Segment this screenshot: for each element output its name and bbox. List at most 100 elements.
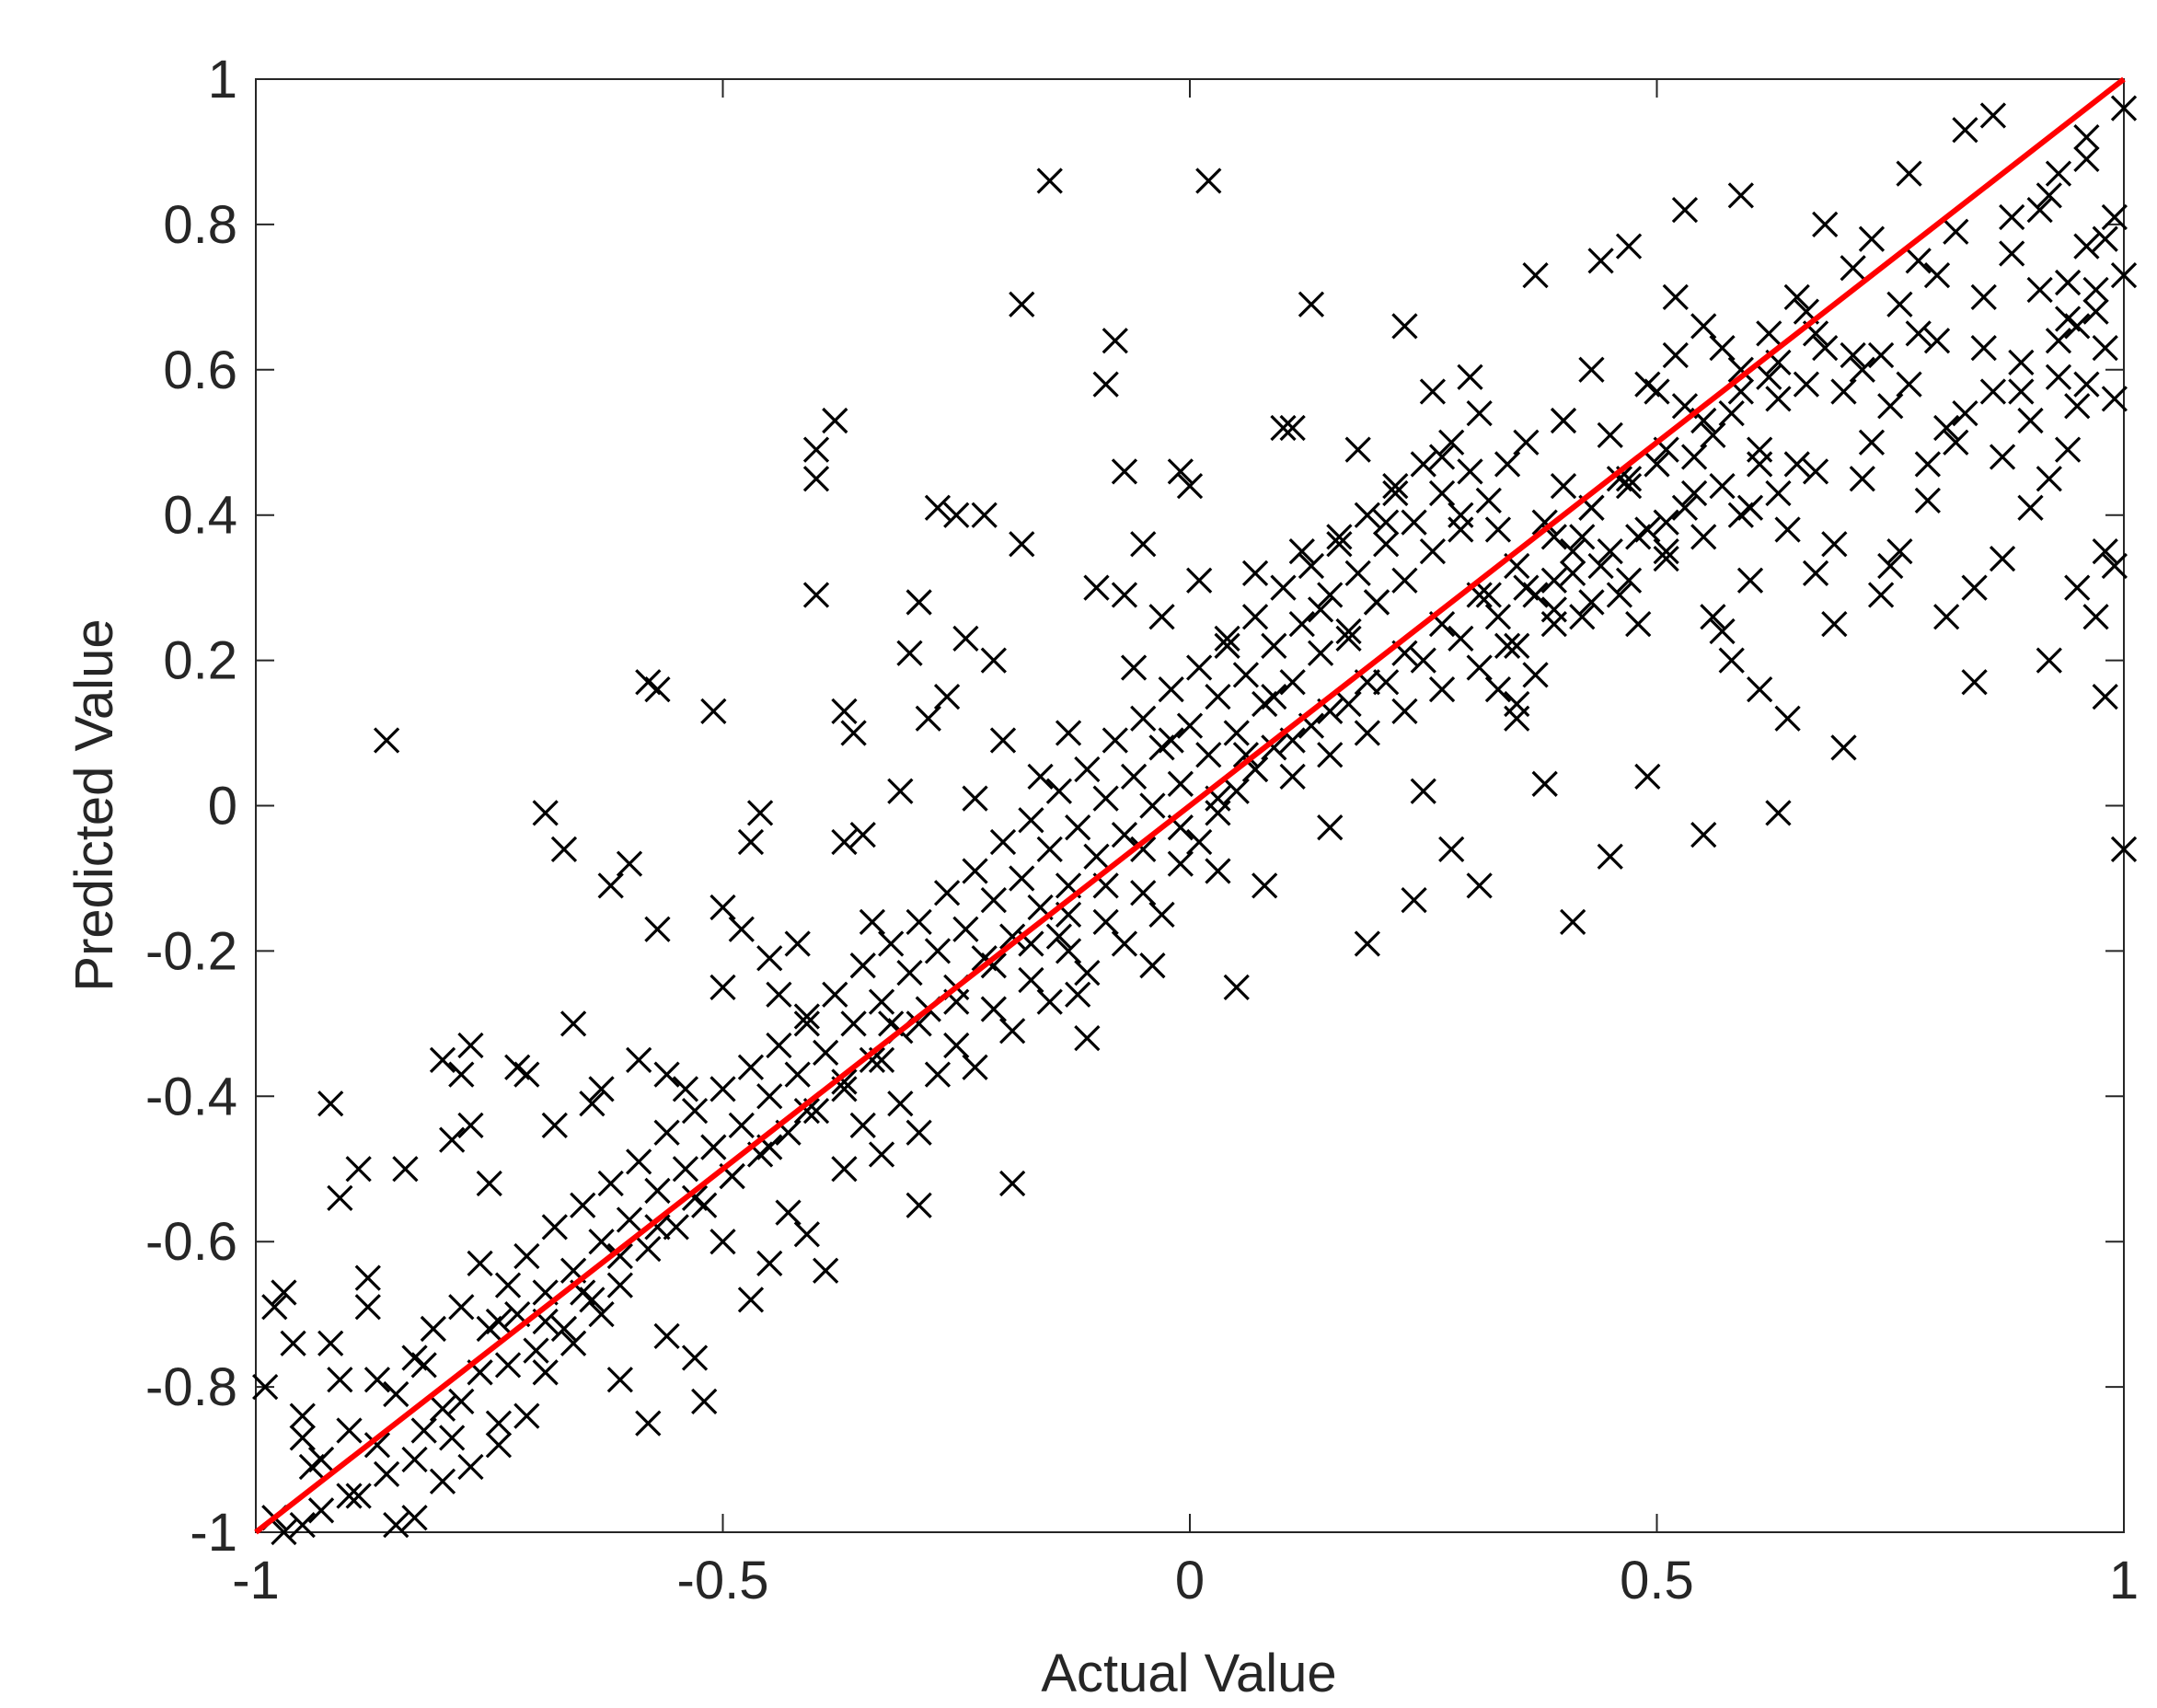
data-point (2073, 371, 2100, 398)
data-point (1867, 341, 1895, 369)
data-point (420, 1315, 446, 1343)
data-point (1252, 872, 1278, 899)
data-point (271, 1518, 297, 1546)
data-point (793, 1010, 820, 1037)
data-point (1391, 567, 1418, 594)
data-point (989, 727, 1017, 754)
data-point (1597, 538, 1623, 565)
data-point (896, 959, 923, 987)
data-point (1335, 625, 1362, 652)
data-point (1148, 734, 1175, 761)
data-point (980, 647, 1007, 674)
data-point (1120, 763, 1148, 791)
data-point (1130, 705, 1157, 732)
data-point (1606, 582, 1633, 608)
data-point (1522, 262, 1549, 289)
data-point (2082, 604, 2109, 630)
data-point (541, 1214, 568, 1241)
data-point (1812, 211, 1839, 238)
data-point (905, 589, 932, 616)
data-point (317, 1330, 344, 1356)
data-point (924, 494, 952, 521)
data-point (1065, 814, 1091, 841)
data-point (1167, 458, 1194, 485)
data-point (1690, 821, 1717, 848)
y-axis-label: Predicted Value (64, 618, 124, 991)
data-point (1410, 451, 1436, 478)
data-point (635, 1235, 662, 1263)
data-point (709, 894, 736, 921)
data-point (597, 872, 624, 899)
data-point (1812, 334, 1839, 362)
data-point (1363, 589, 1390, 616)
data-point (2008, 378, 2035, 405)
data-point (709, 974, 736, 1001)
data-point (2045, 328, 2072, 354)
data-point (252, 1373, 279, 1401)
data-point (606, 1367, 633, 1393)
data-point (1307, 596, 1334, 623)
y-tick-label: -0.2 (145, 921, 237, 981)
data-point (1382, 479, 1409, 507)
data-point (1036, 167, 1063, 194)
data-point (494, 1272, 522, 1298)
data-point (280, 1330, 306, 1356)
x-axis-label: Actual Value (1041, 1644, 1336, 1703)
data-point (1970, 283, 1997, 310)
data-point (1587, 552, 1614, 580)
data-point (1195, 167, 1222, 194)
data-point (1578, 356, 1605, 383)
data-point (962, 785, 988, 812)
data-point (2082, 276, 2109, 304)
data-point (1662, 341, 1689, 369)
data-point (1241, 560, 1269, 586)
data-point (905, 1119, 932, 1146)
data-point (1018, 966, 1044, 994)
data-point (887, 778, 914, 804)
data-point (1288, 610, 1315, 638)
data-point (1186, 654, 1213, 681)
data-point (2101, 552, 2128, 580)
data-point (980, 952, 1007, 979)
data-point (1718, 647, 1745, 674)
data-point (336, 1417, 363, 1444)
data-point (2064, 393, 2091, 420)
data-point (1111, 930, 1138, 957)
data-point (1428, 479, 1456, 507)
data-point (933, 683, 961, 710)
data-point (307, 1446, 335, 1473)
data-point (588, 1229, 615, 1255)
data-point (2110, 95, 2138, 121)
data-point (439, 1126, 466, 1153)
reference-line (254, 76, 2126, 1535)
data-point (1344, 436, 1371, 463)
data-point (756, 945, 783, 972)
data-point (1009, 531, 1035, 558)
data-point (1849, 356, 1875, 383)
data-point (2101, 203, 2128, 231)
data-point (541, 1112, 568, 1139)
data-point (1653, 538, 1679, 565)
data-point (513, 1061, 540, 1088)
data-point (559, 1010, 587, 1037)
data-point (2036, 182, 2062, 209)
data-point (1120, 654, 1148, 681)
data-point (2008, 349, 2035, 376)
data-point (1765, 800, 1792, 826)
data-point (709, 1229, 736, 1255)
data-point (802, 466, 830, 492)
y-tick-label: 1 (208, 50, 237, 110)
data-point (1270, 574, 1297, 601)
data-point (1279, 414, 1306, 442)
data-point (1111, 458, 1138, 485)
x-tick-label: 1 (2109, 1551, 2139, 1610)
data-point (448, 1388, 475, 1415)
data-point (1569, 604, 1596, 630)
data-point (681, 1097, 709, 1125)
data-point (1905, 248, 1932, 274)
data-point (1045, 923, 1073, 950)
data-point (1279, 763, 1306, 791)
data-point (980, 887, 1007, 914)
data-point (635, 1410, 662, 1437)
data-point (952, 916, 979, 942)
